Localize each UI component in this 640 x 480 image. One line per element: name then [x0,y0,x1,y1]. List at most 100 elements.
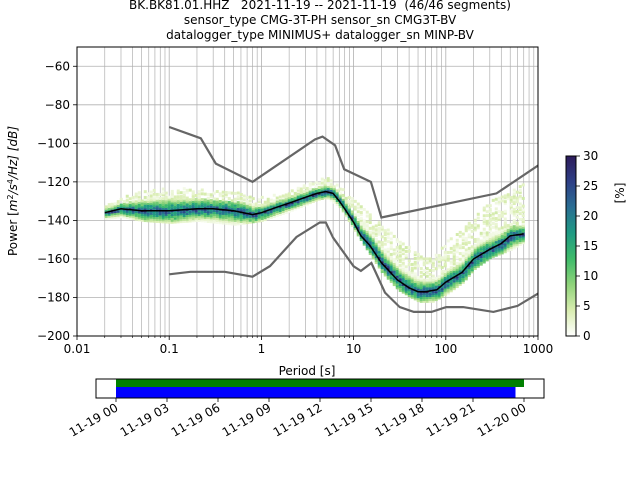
x-tick-label: 100 [434,342,457,356]
density-cell [197,215,201,219]
density-cell [248,207,252,211]
density-cell [278,203,282,207]
density-cell [443,272,447,276]
density-cell [218,215,222,219]
density-cell [440,265,444,269]
density-cell [485,221,489,225]
density-cell [314,196,318,200]
density-cell [401,242,405,246]
density-cell [107,212,111,216]
density-cell [194,199,198,203]
density-cell [215,197,219,201]
density-cell [425,257,429,261]
density-cell [236,191,240,195]
density-cell [491,237,495,241]
density-cell [182,202,186,206]
density-cell [488,210,492,214]
density-cell [404,282,408,286]
density-cell [173,199,177,203]
density-cell [497,252,501,256]
density-cell [269,212,273,216]
density-cell [407,278,411,282]
density-cell [290,202,294,206]
density-cell [449,266,453,270]
density-cell [446,276,450,280]
density-cell [488,250,492,254]
density-cell [491,250,495,254]
density-cell [155,202,159,206]
density-cell [329,198,333,202]
density-cell [443,283,447,287]
density-cell [164,210,168,214]
density-cell [116,215,120,219]
density-cell [509,222,513,226]
density-cell [518,212,522,216]
density-cell [446,270,450,274]
density-cell [299,202,303,206]
density-cell [281,207,285,211]
density-cell [308,191,312,195]
density-cell [188,198,192,202]
density-cell [236,212,240,216]
density-cell [428,261,432,265]
density-cell [521,204,525,208]
density-cell [335,200,339,204]
density-cell [362,229,366,233]
density-cell [326,194,330,198]
noise-models [168,125,538,314]
density-cell [509,232,513,236]
density-cell [461,274,465,278]
density-cell [218,192,222,196]
density-cell [491,254,495,258]
density-cell [428,284,432,288]
density-cell [359,220,363,224]
density-cell [203,200,207,204]
density-cell [512,232,516,236]
density-cell [509,197,513,201]
density-cell [455,256,459,260]
density-cell [449,275,453,279]
density-cell [167,205,171,209]
density-cell [155,219,159,223]
density-cell [122,203,126,207]
density-cell [422,278,426,282]
density-cell [152,219,156,223]
density-cell [248,216,252,220]
density-cell [491,243,495,247]
density-cell [449,289,453,293]
density-cell [377,221,381,225]
density-cell [467,246,471,250]
density-cell [215,217,219,221]
density-cell [143,195,147,199]
density-cell [116,211,120,215]
density-cell [158,210,162,214]
density-cell [518,217,522,221]
density-cell [374,224,378,228]
density-cell [521,221,525,225]
density-cell [344,202,348,206]
density-cell [413,274,417,278]
density-cell [158,220,162,224]
density-cell [476,239,480,243]
density-cell [404,249,408,253]
density-cell [362,233,366,237]
density-cell [179,195,183,199]
density-cell [299,200,303,204]
density-cell [308,201,312,205]
density-cell [239,202,243,206]
density-cell [494,211,498,215]
density-cell [182,194,186,198]
density-cell [395,263,399,267]
density-cell [485,219,489,223]
density-cell [248,209,252,213]
density-cell [458,277,462,281]
density-cell [488,240,492,244]
density-cell [473,245,477,249]
density-cell [149,211,153,215]
density-cell [218,217,222,221]
density-cell [206,210,210,214]
density-cell [206,196,210,200]
density-cell [413,281,417,285]
density-cell [329,179,333,183]
